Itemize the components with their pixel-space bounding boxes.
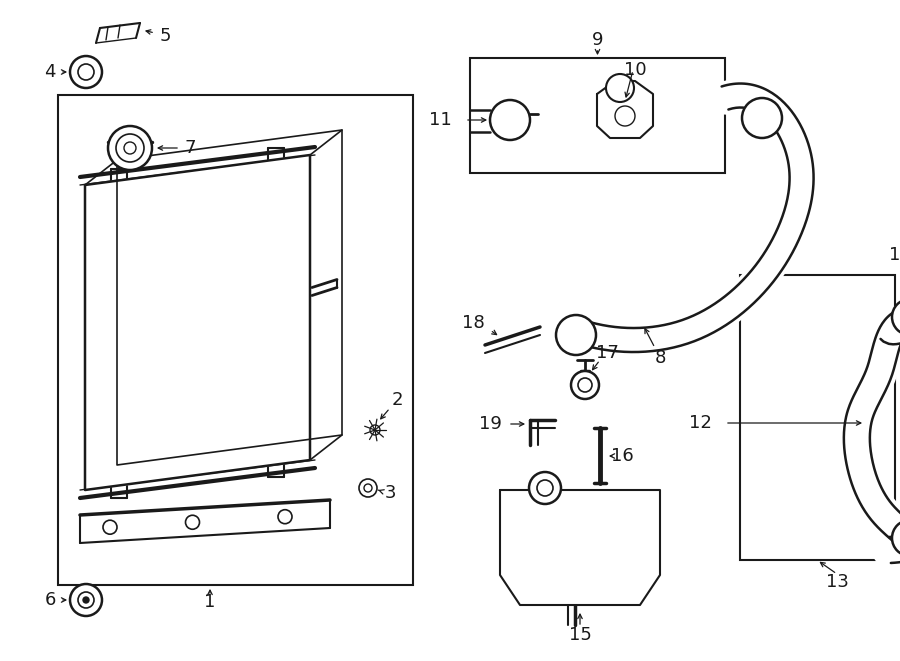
Text: 4: 4 bbox=[44, 63, 56, 81]
Circle shape bbox=[606, 74, 634, 102]
Text: 3: 3 bbox=[384, 484, 396, 502]
Circle shape bbox=[571, 371, 599, 399]
Circle shape bbox=[742, 98, 782, 138]
Circle shape bbox=[70, 584, 102, 616]
Text: 16: 16 bbox=[610, 447, 634, 465]
Text: 9: 9 bbox=[592, 31, 603, 49]
Circle shape bbox=[70, 56, 102, 88]
Circle shape bbox=[108, 126, 152, 170]
Text: 15: 15 bbox=[569, 626, 591, 644]
Circle shape bbox=[892, 299, 900, 335]
Text: 2: 2 bbox=[392, 391, 403, 409]
Circle shape bbox=[556, 315, 596, 355]
Text: 1: 1 bbox=[204, 593, 216, 611]
Text: 18: 18 bbox=[462, 314, 484, 332]
Text: 11: 11 bbox=[429, 111, 452, 129]
Bar bbox=[740, 275, 895, 560]
Text: 6: 6 bbox=[44, 591, 56, 609]
Circle shape bbox=[83, 597, 89, 603]
Polygon shape bbox=[85, 155, 310, 490]
Circle shape bbox=[529, 472, 561, 504]
Text: 14: 14 bbox=[888, 246, 900, 264]
Circle shape bbox=[359, 479, 377, 497]
Polygon shape bbox=[500, 490, 660, 605]
Circle shape bbox=[278, 510, 292, 524]
Text: 7: 7 bbox=[184, 139, 196, 157]
Circle shape bbox=[103, 520, 117, 534]
Text: 12: 12 bbox=[689, 414, 712, 432]
Bar bbox=[470, 58, 725, 173]
Circle shape bbox=[892, 520, 900, 556]
Circle shape bbox=[490, 100, 530, 140]
Text: 19: 19 bbox=[479, 415, 502, 433]
Text: 13: 13 bbox=[825, 573, 849, 591]
Polygon shape bbox=[597, 81, 653, 138]
Text: 10: 10 bbox=[624, 61, 646, 79]
Text: 5: 5 bbox=[159, 27, 171, 45]
Bar bbox=[58, 95, 413, 585]
Circle shape bbox=[185, 516, 200, 529]
Text: 17: 17 bbox=[596, 344, 618, 362]
Text: 8: 8 bbox=[654, 349, 666, 367]
